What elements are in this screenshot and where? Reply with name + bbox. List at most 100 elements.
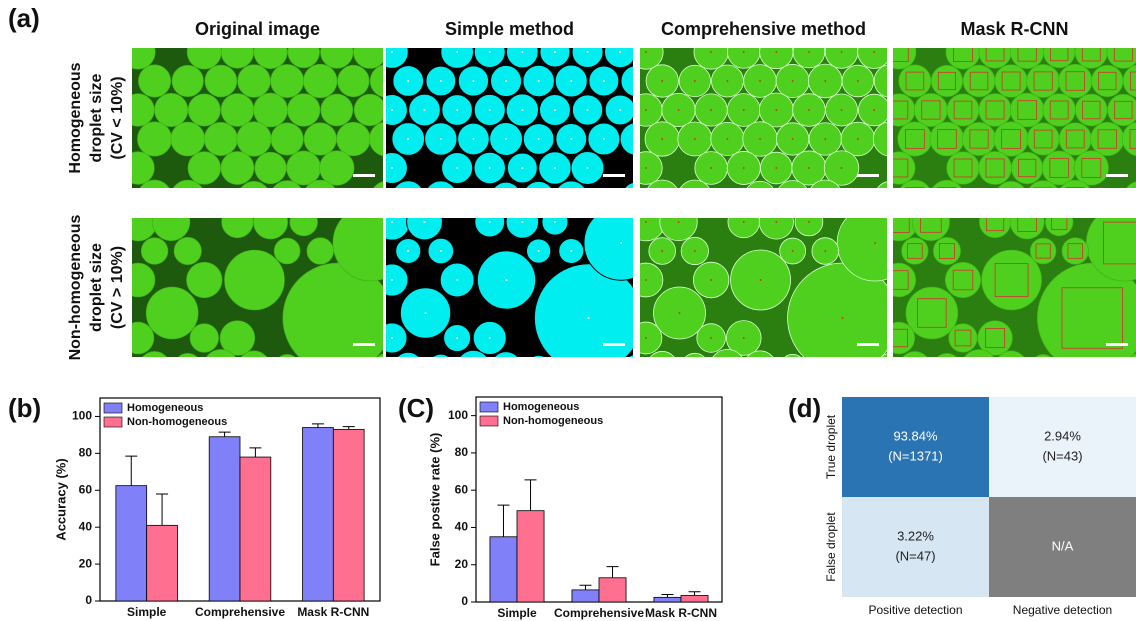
center-dot [694, 196, 696, 198]
center-dot [635, 366, 637, 368]
center-dot [668, 196, 670, 198]
droplet [238, 65, 271, 98]
center-dot [472, 366, 474, 368]
center-dot [554, 221, 556, 223]
center-dot [890, 80, 892, 82]
droplet [320, 151, 355, 186]
center-dot [759, 366, 761, 368]
detection-box [1066, 188, 1085, 207]
x-tick-label: Mask R-CNN [297, 605, 369, 619]
droplet [141, 238, 168, 265]
droplet [321, 380, 352, 411]
cell-value-label: 93.84% [893, 428, 938, 443]
center-dot [808, 109, 810, 111]
droplet [373, 353, 400, 380]
legend-swatch [480, 402, 498, 412]
droplet [222, 206, 254, 238]
droplet [933, 237, 960, 264]
droplet [137, 122, 171, 156]
bar [654, 597, 681, 602]
droplet [491, 182, 521, 212]
center-dot [890, 138, 892, 140]
droplet [353, 36, 386, 69]
center-dot [661, 250, 663, 252]
center-dot [775, 221, 777, 223]
center-dot [824, 80, 826, 82]
droplet [635, 378, 671, 414]
error-bar [525, 480, 537, 511]
droplet [995, 181, 1026, 212]
center-dot [824, 196, 826, 198]
droplet [1058, 64, 1092, 98]
y-tick-label: 80 [79, 446, 93, 460]
droplet [392, 181, 424, 213]
center-dot [407, 250, 409, 252]
droplet [287, 94, 320, 127]
droplet [303, 64, 337, 98]
center-dot [792, 250, 794, 252]
droplet [304, 123, 336, 155]
droplet [603, 379, 637, 413]
droplet [238, 351, 270, 383]
center-dot [661, 80, 663, 82]
center-dot [775, 167, 777, 169]
center-dot [538, 138, 540, 140]
center-dot [661, 196, 663, 198]
droplet [898, 180, 932, 214]
droplet [221, 36, 254, 69]
center-dot [456, 167, 458, 169]
center-dot [727, 366, 729, 368]
droplet [899, 65, 931, 97]
droplet [221, 151, 254, 184]
error-bar [343, 427, 355, 430]
cell-count-label: (N=47) [895, 548, 935, 563]
center-dot [694, 138, 696, 140]
droplet [122, 322, 154, 354]
center-dot [922, 196, 924, 198]
droplet [221, 94, 254, 127]
center-dot [440, 250, 442, 252]
droplet [710, 349, 745, 384]
droplet [274, 238, 300, 264]
droplet [138, 180, 172, 214]
center-dot [505, 196, 507, 198]
droplet [995, 351, 1027, 383]
center-dot [710, 337, 712, 339]
center-dot [841, 167, 843, 169]
droplet [647, 351, 678, 382]
y-axis-label: Accuracy (%) [53, 458, 68, 540]
detection-box [1002, 188, 1019, 205]
center-dot [587, 51, 589, 53]
droplet [186, 262, 222, 298]
droplet [1092, 65, 1124, 97]
center-dot [407, 138, 409, 140]
center-dot [694, 250, 696, 252]
droplet [138, 65, 170, 97]
center-dot [710, 279, 712, 281]
center-dot [759, 138, 761, 140]
error-bar [125, 456, 137, 486]
center-dot [521, 51, 523, 53]
droplet [883, 152, 916, 185]
droplet [776, 181, 809, 214]
center-dot [759, 80, 761, 82]
x-tick-label: Simple [497, 606, 537, 620]
center-dot [440, 138, 442, 140]
center-dot [678, 109, 680, 111]
droplet [252, 378, 288, 414]
center-dot [407, 196, 409, 198]
center-dot [554, 109, 556, 111]
center-dot [694, 366, 696, 368]
center-dot [661, 138, 663, 140]
droplet [171, 180, 205, 214]
droplet [352, 378, 387, 413]
center-dot [841, 51, 843, 53]
scale-bar [603, 343, 625, 346]
center-dot [808, 221, 810, 223]
detection-box [906, 358, 923, 375]
droplet [222, 381, 252, 411]
droplet [491, 352, 522, 383]
detection-box [1131, 188, 1136, 205]
center-dot [570, 138, 572, 140]
y-tick-label: 60 [79, 482, 93, 496]
